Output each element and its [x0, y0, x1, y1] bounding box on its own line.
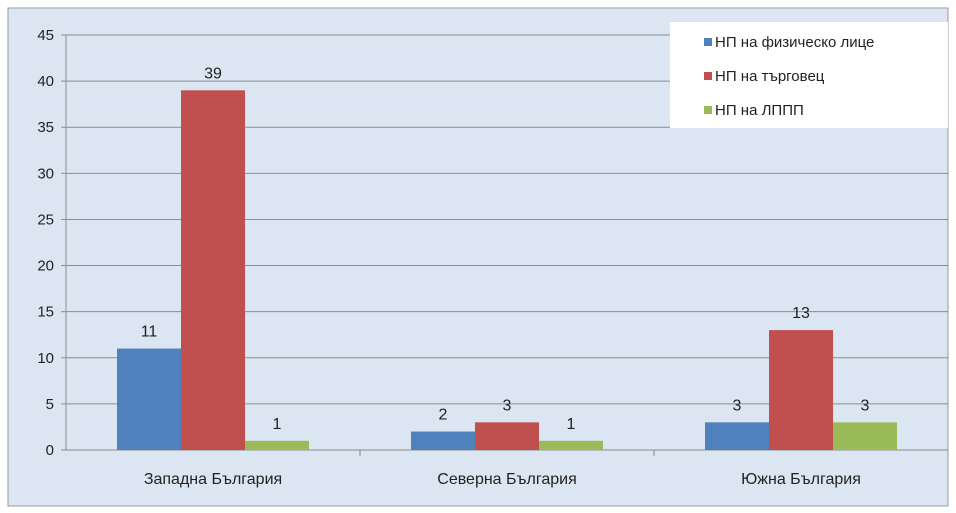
y-tick-label: 30 — [37, 165, 54, 182]
legend-label: НП на физическо лице — [715, 34, 874, 51]
y-tick-label: 40 — [37, 73, 54, 90]
data-label: 2 — [439, 407, 448, 424]
y-tick-label: 0 — [46, 442, 54, 459]
category-label: Западна България — [144, 471, 282, 488]
data-label: 11 — [141, 324, 158, 341]
data-label: 3 — [861, 397, 870, 414]
legend-swatch — [704, 38, 712, 46]
legend-label: НП на ЛППП — [715, 102, 804, 119]
legend-box — [670, 22, 948, 128]
legend-swatch — [704, 106, 712, 114]
y-tick-label: 25 — [37, 211, 54, 228]
data-label: 3 — [733, 397, 742, 414]
y-tick-label: 10 — [37, 350, 54, 367]
bar — [833, 422, 897, 450]
y-tick-label: 45 — [37, 27, 54, 44]
bar — [117, 348, 181, 450]
bar — [769, 330, 833, 450]
data-label: 13 — [792, 305, 810, 322]
bar — [245, 440, 309, 450]
bar — [411, 431, 475, 450]
data-label: 1 — [567, 416, 576, 433]
bar — [475, 422, 539, 450]
legend-swatch — [704, 72, 712, 80]
bar — [539, 440, 603, 450]
category-label: Северна България — [437, 471, 576, 488]
legend-label: НП на търговец — [715, 68, 825, 85]
y-tick-label: 5 — [46, 396, 54, 413]
bar — [705, 422, 769, 450]
y-tick-label: 15 — [37, 304, 54, 321]
category-label: Южна България — [741, 471, 861, 488]
data-label: 3 — [503, 397, 512, 414]
data-label: 1 — [273, 416, 282, 433]
bar — [181, 90, 245, 450]
y-tick-label: 35 — [37, 119, 54, 136]
data-label: 39 — [204, 65, 222, 82]
y-tick-label: 20 — [37, 258, 54, 275]
